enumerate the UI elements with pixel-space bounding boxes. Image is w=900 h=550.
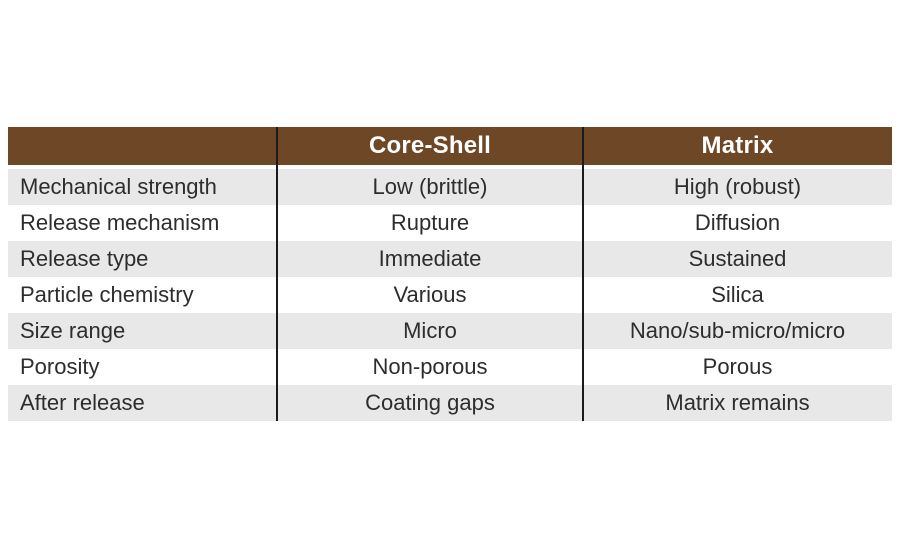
- table-row: Particle chemistry Various Silica: [8, 277, 892, 313]
- core-shell-value-cell: Various: [393, 282, 467, 307]
- column-header-core-shell: Core-Shell: [368, 132, 492, 159]
- matrix-value-cell: Diffusion: [694, 210, 781, 235]
- core-shell-value-cell: Non-porous: [372, 354, 488, 379]
- matrix-value-cell: Porous: [702, 354, 773, 379]
- core-shell-value-cell: Micro: [403, 318, 457, 343]
- column-divider: [276, 127, 278, 421]
- table-header-row: Core-Shell Matrix: [8, 127, 892, 165]
- row-label-cell: Size range: [20, 318, 126, 343]
- table-row: Porosity Non-porous Porous: [8, 349, 892, 385]
- table-row: Size range Micro Nano/sub-micro/micro: [8, 313, 892, 349]
- core-shell-value-cell: Low (brittle): [372, 174, 488, 199]
- matrix-value-cell: Matrix remains: [665, 390, 810, 415]
- row-label-cell: After release: [20, 390, 145, 415]
- table-row: Release type Immediate Sustained: [8, 241, 892, 277]
- matrix-value-cell: Silica: [711, 282, 764, 307]
- column-divider: [582, 127, 584, 421]
- table-row: After release Coating gaps Matrix remain…: [8, 385, 892, 421]
- core-shell-value-cell: Rupture: [390, 210, 470, 235]
- column-header-matrix: Matrix: [701, 132, 774, 159]
- core-shell-value-cell: Coating gaps: [365, 390, 495, 415]
- row-label-cell: Porosity: [20, 354, 100, 379]
- matrix-value-cell: High (robust): [673, 174, 802, 199]
- matrix-value-cell: Nano/sub-micro/micro: [629, 318, 846, 343]
- table-row: Release mechanism Rupture Diffusion: [8, 205, 892, 241]
- core-shell-value-cell: Immediate: [378, 246, 482, 271]
- table-row: Mechanical strength Low (brittle) High (…: [8, 169, 892, 205]
- row-label-cell: Release mechanism: [20, 210, 220, 235]
- row-label-cell: Mechanical strength: [20, 174, 217, 199]
- row-label-cell: Release type: [20, 246, 149, 271]
- matrix-value-cell: Sustained: [688, 246, 787, 271]
- row-label-cell: Particle chemistry: [20, 282, 194, 307]
- column-header-empty: [8, 127, 277, 165]
- comparison-table: Core-Shell Matrix Mechanical strength Lo…: [8, 127, 892, 421]
